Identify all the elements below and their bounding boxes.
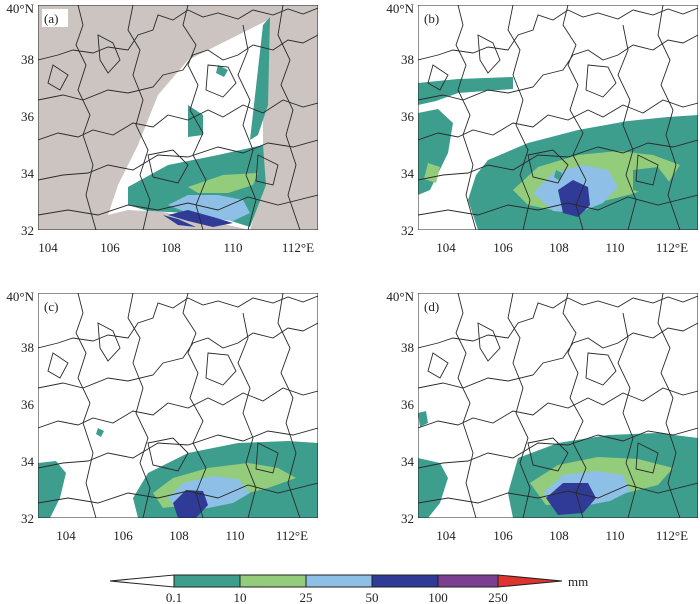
y-tick: 40°N [6,1,34,16]
y-tick: 34 [21,454,35,469]
x-tick: 110 [225,528,244,543]
x-tick: 112°E [656,528,688,543]
panel-label: (d) [424,299,439,314]
y-tick: 38 [21,52,34,67]
colorbar-segment [305,574,373,588]
y-tick: 40°N [386,1,414,16]
y-tick: 34 [21,166,35,181]
x-tick: 106 [100,240,120,255]
x-tick: 108 [161,240,181,255]
colorbar-segment [371,574,439,588]
colorbar-label: 100 [428,590,448,604]
x-tick: 106 [493,528,513,543]
panel-label-box [42,297,68,315]
x-tick: 104 [56,528,76,543]
panel-label: (b) [424,11,439,26]
panel-a: (a) 32 34 36 38 40°N 104 106 108 110 112… [6,1,318,255]
y-tick: 40°N [6,289,34,304]
colorbar-label: 0.1 [166,590,182,604]
colorbar-segment [239,574,307,588]
y-tick: 40°N [386,289,414,304]
y-tick: 36 [21,397,35,412]
x-tick: 110 [605,528,624,543]
y-tick: 34 [401,454,415,469]
panel-c: (c) 32 34 36 38 40°N 104 106 108 110 112… [6,289,318,543]
panel-b: (b) 32 34 36 38 40°N 104 106 108 110 112… [386,1,698,255]
panel-label: (c) [44,299,58,314]
panel-label-box [42,9,68,27]
y-tick: 36 [401,397,415,412]
y-tick: 32 [401,223,414,238]
y-tick: 32 [21,223,34,238]
colorbar-unit: mm [568,574,588,589]
y-tick: 36 [21,109,35,124]
y-tick: 38 [401,52,414,67]
panel-label-box [422,9,448,27]
y-tick: 38 [21,340,34,355]
colorbar-label: 25 [300,590,313,604]
colorbar-segment [109,574,175,588]
colorbar-segment [497,574,563,588]
x-tick: 110 [223,240,242,255]
panel-label: (a) [44,11,58,26]
colorbar: 0.1 10 25 50 100 250 mm [109,574,588,604]
colorbar-label: 10 [234,590,247,604]
x-tick: 106 [493,240,513,255]
colorbar-segment [437,574,499,588]
x-tick: 110 [605,240,624,255]
colorbar-label: 50 [366,590,379,604]
panel-label-box [422,297,448,315]
colorbar-label: 250 [488,590,508,604]
x-tick: 112°E [282,240,314,255]
panel-d: (d) 32 34 36 38 40°N 104 106 108 110 112… [386,289,698,543]
y-tick: 32 [21,511,34,526]
y-tick: 36 [401,109,415,124]
x-tick: 112°E [656,240,688,255]
colorbar-segment [173,574,241,588]
x-tick: 104 [436,240,456,255]
x-tick: 104 [436,528,456,543]
x-tick: 106 [113,528,133,543]
x-tick: 108 [549,528,569,543]
y-tick: 34 [401,166,415,181]
y-tick: 32 [401,511,414,526]
x-tick: 112°E [276,528,308,543]
no-data-mask [38,5,318,230]
y-tick: 38 [401,340,414,355]
x-tick: 108 [549,240,569,255]
x-tick: 108 [169,528,189,543]
x-tick: 104 [38,240,58,255]
